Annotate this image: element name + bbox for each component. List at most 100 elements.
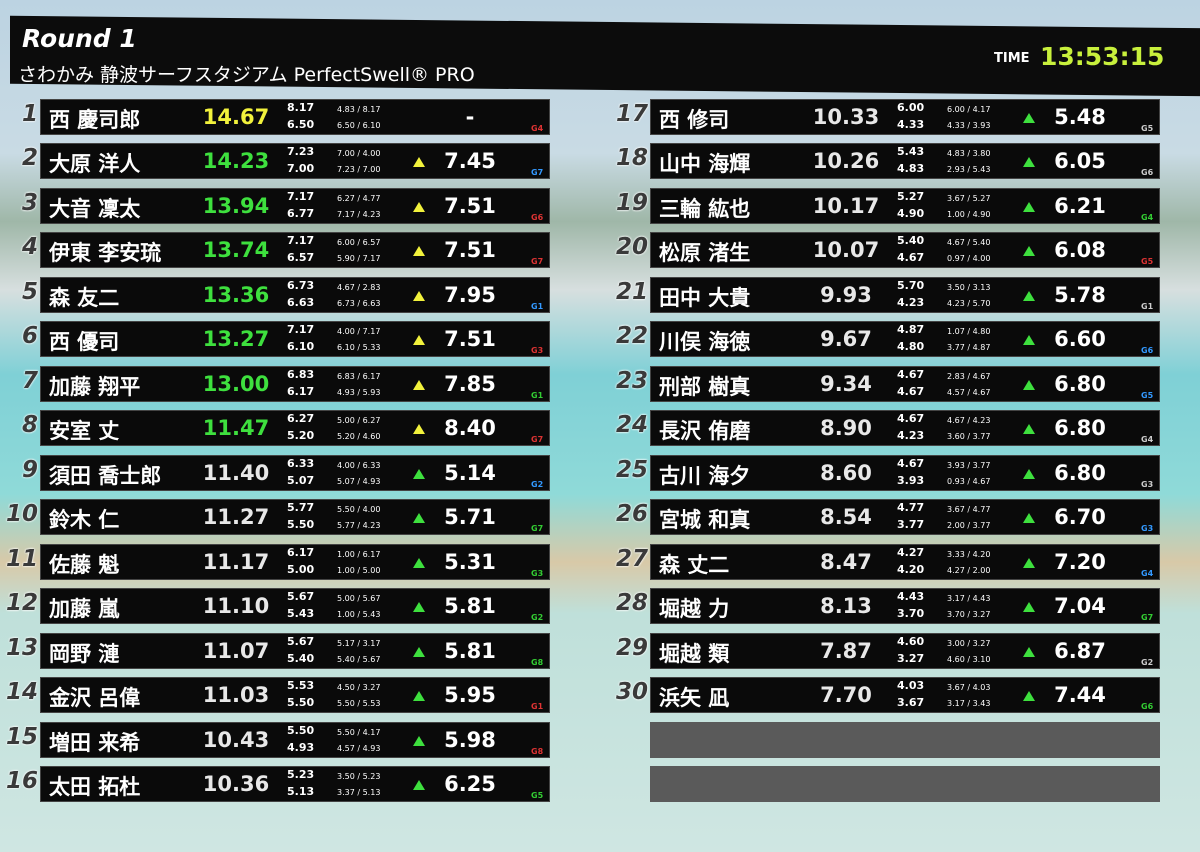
score-row: 三輪 紘也 10.17 5.27 4.90 3.67 / 5.27 1.00 / 4.90… — [650, 187, 1160, 224]
heat-label: G6 — [531, 212, 544, 222]
judge-scores: 2.83 / 4.67 — [947, 371, 991, 381]
up-arrow — [1023, 602, 1035, 613]
needed-score: 5.31 — [444, 549, 496, 574]
score-row: 山中 海輝 10.26 5.43 4.83 4.83 / 3.80 2.93 / 5.43… — [650, 143, 1160, 180]
surfer-name: 安室 丈 — [49, 419, 120, 444]
needed-score: 7.04 — [1054, 594, 1106, 619]
judge-scores: 4.00 / 6.33 — [337, 460, 381, 470]
up-arrow — [413, 513, 425, 524]
surfer-name: 浜矢 凪 — [659, 686, 730, 711]
total-score: 13.36 — [202, 282, 270, 307]
rank-number: 6 — [21, 323, 38, 350]
total-score: 11.27 — [202, 505, 270, 530]
rank-number: 15 — [5, 723, 38, 750]
total-score: 10.07 — [812, 238, 880, 263]
wave-score: 4.33 — [897, 118, 925, 131]
heat-label: G6 — [1141, 346, 1154, 356]
wave-score: 3.70 — [897, 607, 925, 621]
judge-scores: 4.93 / 5.93 — [337, 387, 381, 397]
wave-score: 7.17 — [287, 323, 315, 337]
surfer-name: 佐藤 魁 — [49, 552, 120, 577]
total-score: 9.34 — [820, 371, 872, 396]
heat-label: G7 — [531, 168, 544, 178]
heat-label: G8 — [531, 746, 544, 756]
up-arrow — [1023, 691, 1035, 702]
up-arrow — [413, 290, 425, 301]
rank-number: 24 — [615, 412, 648, 439]
wave-score: 5.43 — [287, 607, 315, 621]
judge-scores: 6.83 / 6.17 — [337, 371, 381, 381]
heat-label: G6 — [1141, 702, 1154, 712]
wave-score: 4.67 — [897, 412, 925, 426]
needed-score: 7.44 — [1054, 683, 1106, 708]
judge-scores: 3.33 / 4.20 — [947, 549, 991, 559]
heat-label: G7 — [531, 524, 544, 534]
heat-label: G6 — [1141, 168, 1154, 178]
wave-score: 4.87 — [897, 323, 925, 337]
wave-score: 5.67 — [287, 590, 315, 604]
score-row: 大原 洋人 14.23 7.23 7.00 7.00 / 4.00 7.23 / 7.00… — [40, 143, 550, 180]
rank-number: 30 — [615, 679, 648, 706]
time-label: TIME — [994, 51, 1030, 66]
rank-number: 3 — [21, 189, 38, 216]
total-score: 9.93 — [820, 282, 872, 307]
wave-score: 3.93 — [897, 473, 925, 487]
surfer-name: 古川 海夕 — [659, 463, 751, 488]
judge-scores: 7.17 / 4.23 — [337, 209, 381, 219]
surfer-name: 伊東 李安琉 — [49, 241, 162, 266]
needed-score: 5.81 — [444, 594, 496, 619]
surfer-name: 堀越 類 — [659, 641, 730, 666]
up-arrow — [1023, 424, 1035, 435]
score-row: 伊東 李安琉 13.74 7.17 6.57 6.00 / 6.57 5.90 / 7.1… — [40, 232, 550, 269]
up-arrow — [413, 201, 425, 212]
score-row: 森 丈二 8.47 4.27 4.20 3.33 / 4.20 4.27 / 2.00 7.… — [650, 543, 1160, 580]
score-row: 西 修司 10.33 6.00 4.33 6.00 / 4.17 4.33 / 3.93 5… — [650, 99, 1160, 135]
heat-label: G1 — [1141, 301, 1154, 311]
score-row: 田中 大貴 9.93 5.70 4.23 3.50 / 3.13 4.23 / 5.70 5… — [650, 276, 1160, 313]
wave-score: 4.83 — [897, 162, 925, 176]
judge-scores: 4.67 / 2.83 — [337, 282, 381, 292]
score-row: 須田 喬士郎 11.40 6.33 5.07 4.00 / 6.33 5.07 / 4.9… — [40, 454, 550, 491]
surfer-name: 太田 拓杜 — [49, 775, 141, 800]
surfer-name: 森 友二 — [49, 285, 120, 310]
score-row: 堀越 類 7.87 4.60 3.27 3.00 / 3.27 4.60 / 3.10 6.… — [650, 632, 1160, 669]
surfer-name: 加藤 嵐 — [49, 597, 120, 622]
surfer-name: 鈴木 仁 — [49, 508, 120, 533]
score-row: 森 友二 13.36 6.73 6.63 4.67 / 2.83 6.73 / 6.63 7… — [40, 276, 550, 313]
judge-scores: 7.23 / 7.00 — [337, 165, 381, 175]
judge-scores: 3.67 / 4.77 — [947, 505, 991, 515]
heat-label: G5 — [1141, 390, 1154, 400]
judge-scores: 4.33 / 3.93 — [947, 121, 991, 130]
rank-number: 22 — [615, 323, 648, 350]
surfer-name: 森 丈二 — [659, 552, 730, 577]
wave-score: 5.00 — [287, 562, 315, 576]
total-score: 9.67 — [820, 327, 872, 352]
wave-score: 8.17 — [287, 101, 315, 114]
judge-scores: 4.60 / 3.10 — [947, 654, 991, 664]
needed-score: 7.95 — [444, 282, 496, 307]
needed-score: 5.81 — [444, 638, 496, 663]
wave-score: 3.77 — [897, 518, 925, 532]
judge-scores: 5.17 / 3.17 — [337, 638, 381, 648]
total-score: 10.17 — [812, 193, 880, 218]
total-score: 14.23 — [202, 149, 270, 174]
score-row: 刑部 樹真 9.34 4.67 4.67 2.83 / 4.67 4.57 / 4.67 6… — [650, 365, 1160, 402]
total-score: 8.13 — [820, 594, 872, 619]
rank-number: 13 — [5, 634, 38, 661]
heat-label: G7 — [531, 257, 544, 267]
heat-label: G4 — [1141, 212, 1154, 222]
judge-scores: 4.83 / 3.80 — [947, 149, 991, 159]
total-score: 8.90 — [820, 416, 872, 441]
wave-score: 5.53 — [287, 679, 315, 693]
needed-score: 8.40 — [444, 416, 496, 441]
needed-score: 7.51 — [444, 327, 496, 352]
judge-scores: 3.67 / 5.27 — [947, 193, 991, 203]
score-row: 安室 丈 11.47 6.27 5.20 5.00 / 6.27 5.20 / 4.60 8… — [40, 410, 550, 447]
wave-score: 6.17 — [287, 545, 315, 559]
judge-scores: 6.00 / 6.57 — [337, 238, 381, 248]
wave-score: 7.00 — [287, 162, 315, 176]
rank-number: 28 — [615, 590, 648, 617]
wave-score: 4.23 — [897, 295, 925, 309]
surfer-name: 西 修司 — [659, 108, 730, 132]
